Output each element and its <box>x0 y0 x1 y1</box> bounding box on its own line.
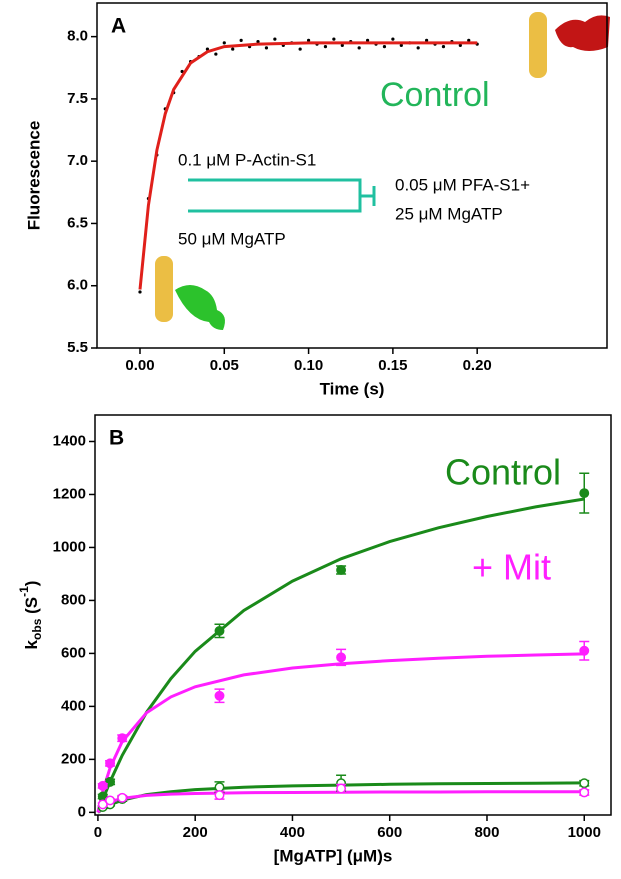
y-axis-label-part: obs <box>30 618 44 640</box>
data-point <box>214 782 225 793</box>
data-point <box>416 46 420 50</box>
y-axis-label: Fluorescence <box>24 121 43 231</box>
data-point <box>336 565 347 575</box>
data-point <box>365 38 370 42</box>
y-tick-label: 0 <box>78 803 86 820</box>
data-point <box>336 652 347 663</box>
x-tick-label: 1000 <box>568 824 601 841</box>
x-tick-label: 200 <box>183 824 208 841</box>
data-point <box>340 43 344 47</box>
y-axis-label-part: (S <box>22 597 41 619</box>
y-tick-label: 5.5 <box>67 339 88 356</box>
data-point <box>273 37 277 41</box>
data-point <box>441 44 446 49</box>
x-axis-label: [MgATP] (μM)s <box>274 846 393 865</box>
y-axis-label-part: -1 <box>17 586 31 597</box>
data-point <box>231 47 235 51</box>
y-tick-label: 1000 <box>53 538 86 555</box>
annotation: 50 μM MgATP <box>178 229 286 248</box>
x-tick-label: 0.20 <box>463 357 492 374</box>
data-point <box>105 795 116 806</box>
annotation: 0.05 μM PFA-S1+ <box>395 175 530 194</box>
fit-line <box>96 497 585 813</box>
data-point <box>105 758 116 769</box>
plot-frame <box>94 414 612 816</box>
data-point <box>214 690 225 701</box>
data-point <box>458 43 462 47</box>
data-point <box>214 790 225 801</box>
y-tick-label: 6.0 <box>67 277 88 294</box>
data-point <box>264 46 269 50</box>
data-point <box>256 40 260 44</box>
y-tick-label: 7.0 <box>67 152 88 169</box>
y-tick-label: 6.5 <box>67 214 88 231</box>
annotation: Control <box>445 452 561 493</box>
data-point <box>323 44 328 49</box>
data-point <box>138 290 142 294</box>
data-point <box>117 733 128 744</box>
data-point <box>357 46 361 50</box>
data-point <box>382 44 387 49</box>
data-point <box>399 43 403 47</box>
data-point <box>579 778 590 789</box>
plot-frame <box>96 2 608 349</box>
y-tick-label: 7.5 <box>67 90 88 107</box>
x-tick-label: 600 <box>377 824 402 841</box>
annotation: 0.1 μM P-Actin-S1 <box>178 150 316 169</box>
x-tick-label: 800 <box>474 824 499 841</box>
y-tick-label: 1400 <box>53 432 86 449</box>
y-tick-label: 800 <box>61 591 86 608</box>
annotation: + Mit <box>472 547 551 588</box>
data-point <box>222 41 226 45</box>
annotation: 25 μM MgATP <box>395 204 503 223</box>
fit-line <box>138 41 478 290</box>
data-point <box>332 37 336 41</box>
fit-line <box>96 652 585 813</box>
y-tick-label: 600 <box>61 644 86 661</box>
data-point <box>214 625 225 636</box>
x-tick-label: 0 <box>94 824 102 841</box>
x-tick-label: 400 <box>280 824 305 841</box>
x-axis-label: Time (s) <box>320 379 385 398</box>
data-point <box>306 38 311 42</box>
data-point <box>579 645 590 656</box>
y-tick-label: 1200 <box>53 485 86 502</box>
data-point <box>239 38 243 42</box>
y-axis-label-part: k <box>22 639 41 649</box>
data-point <box>425 38 429 42</box>
panel-label: A <box>111 15 126 38</box>
data-point <box>336 783 347 794</box>
data-point <box>579 787 590 798</box>
x-tick-label: 0.15 <box>378 357 407 374</box>
data-point <box>467 38 471 42</box>
x-tick-label: 0.05 <box>210 357 239 374</box>
data-point <box>97 780 108 791</box>
x-tick-label: 0.10 <box>294 357 323 374</box>
y-axis-label-part: ) <box>22 581 41 587</box>
data-point <box>97 799 108 810</box>
panel-label: B <box>109 427 124 450</box>
y-tick-label: 200 <box>61 750 86 767</box>
y-tick-label: 400 <box>61 697 86 714</box>
data-point <box>298 47 302 51</box>
y-tick-label: 8.0 <box>67 28 88 45</box>
data-point <box>117 792 128 803</box>
data-point <box>105 776 116 787</box>
data-point <box>214 52 218 56</box>
mixing-bracket <box>188 178 376 213</box>
data-point <box>579 488 590 499</box>
protein-icon <box>155 12 610 330</box>
data-point <box>391 37 395 41</box>
x-tick-label: 0.00 <box>125 357 154 374</box>
y-axis-label: kobs (S-1) <box>17 581 44 650</box>
annotation: Control <box>380 76 490 114</box>
fit-line <box>96 790 585 814</box>
